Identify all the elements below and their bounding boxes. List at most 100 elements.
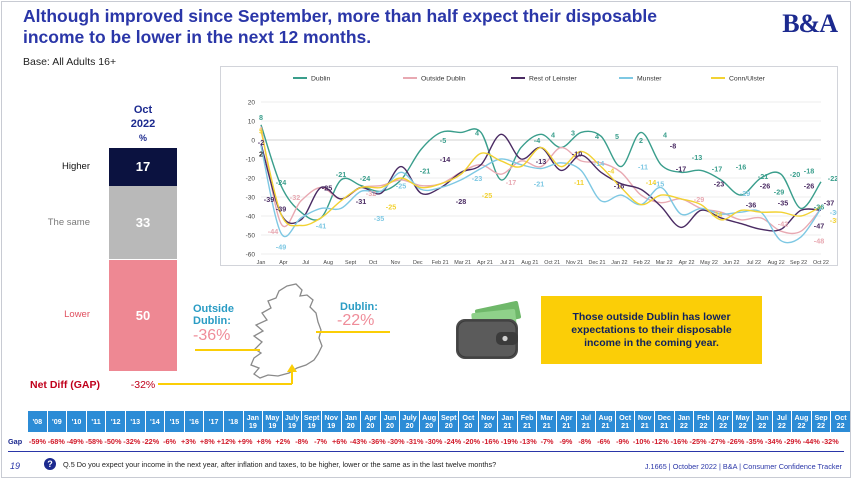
gap-value-14: -8%: [295, 437, 309, 446]
gap-value-11: +9%: [237, 437, 253, 446]
data-label-27: -4: [534, 136, 540, 145]
timeline-period-27: Apr 21: [557, 411, 576, 432]
gap-value-20: -31%: [406, 437, 424, 446]
stack-segment-2: 50: [109, 259, 177, 371]
x-tick-label-2: Jul: [302, 260, 309, 265]
x-tick-label-15: Dec 21: [588, 260, 605, 265]
timeline-period-30: Oct 21: [615, 411, 635, 432]
gap-value-40: -29%: [783, 437, 801, 446]
gap-value-0: -59%: [28, 437, 46, 446]
data-label-8: -49: [276, 242, 286, 251]
stack-row-label-0: Higher: [62, 160, 90, 172]
timeline-period-29: Aug 21: [596, 411, 615, 432]
question-icon: ?: [44, 458, 56, 470]
data-label-6: -39: [276, 204, 286, 213]
data-label-47: -17: [712, 165, 722, 174]
gap-value-42: -32%: [821, 437, 839, 446]
x-tick-label-5: Oct: [369, 260, 378, 265]
data-label-68: -35: [830, 216, 837, 225]
data-label-48: -16: [736, 163, 746, 172]
data-label-24: -23: [472, 174, 482, 183]
data-label-67: -36: [830, 208, 837, 217]
gap-value-34: -16%: [670, 437, 688, 446]
data-label-61: -26: [804, 182, 814, 191]
timeline-period-19: July 20: [400, 411, 419, 432]
gap-value-26: -13%: [519, 437, 537, 446]
timeline-period-23: Nov 20: [478, 411, 498, 432]
y-tick-label-1: 10: [248, 119, 256, 126]
timeline-period-22: Oct 20: [459, 411, 478, 432]
timeline-period-8: '16: [184, 411, 204, 432]
gap-value-10: +12%: [216, 437, 236, 446]
timeline-period-17: Apr 20: [361, 411, 380, 432]
outside-dublin-value: -36%: [193, 327, 231, 344]
data-label-29: -21: [534, 180, 544, 189]
timeline-period-12: May 19: [263, 411, 282, 432]
gap-value-24: -16%: [481, 437, 499, 446]
timeline-period-36: May 22: [733, 411, 752, 432]
legend-label-3: Munster: [637, 76, 662, 83]
x-tick-label-17: Feb 22: [633, 260, 650, 265]
x-tick-label-25: Oct 22: [813, 260, 829, 265]
data-label-20: -5: [440, 136, 446, 145]
stack-segment-0: 17: [109, 148, 177, 186]
data-label-11: -21: [336, 170, 346, 179]
x-tick-label-18: Mar 22: [656, 260, 673, 265]
timeline-period-15: Nov 19: [321, 411, 341, 432]
x-tick-label-22: Jul 22: [747, 260, 761, 265]
timeline-period-40: Sep 22: [811, 411, 831, 432]
x-tick-label-21: Jun 22: [723, 260, 739, 265]
stack-header: Oct 2022 %: [112, 103, 174, 145]
gap-value-15: -7%: [314, 437, 328, 446]
data-label-43: -15: [654, 180, 664, 189]
data-label-58: -42: [778, 220, 788, 229]
data-label-64: -48: [814, 237, 824, 246]
question-text: Q.5 Do you expect your income in the nex…: [63, 460, 497, 469]
data-label-25: -25: [482, 191, 492, 200]
gap-value-4: -50%: [104, 437, 122, 446]
gap-value-5: -32%: [123, 437, 141, 446]
gap-value-21: -30%: [425, 437, 443, 446]
legend-label-4: Conn/Ulster: [729, 76, 766, 83]
gap-value-16: +6%: [332, 437, 347, 446]
stack-row-label-2: Lower: [64, 309, 90, 321]
data-label-19: -21: [420, 166, 430, 175]
data-label-55: -26: [760, 182, 770, 191]
data-label-36: 5: [615, 132, 619, 141]
series-line-4: [260, 130, 822, 227]
gap-value-17: -43%: [349, 437, 367, 446]
timeline-period-38: Jul 22: [772, 411, 792, 432]
data-label-12: -25: [322, 184, 332, 193]
x-tick-label-20: May 22: [700, 260, 718, 265]
data-label-31: 3: [571, 128, 575, 137]
timeline-period-37: Jun 22: [752, 411, 772, 432]
data-label-2: -2: [258, 138, 264, 147]
timeline-period-11: Jan 19: [243, 411, 263, 432]
stack-header-unit: %: [138, 133, 147, 143]
data-label-5: -24: [276, 178, 286, 187]
y-tick-label-5: -30: [246, 195, 256, 202]
timeline-period-4: '12: [106, 411, 125, 432]
gap-arrow-head: [287, 364, 297, 372]
gap-value-7: -6%: [163, 437, 177, 446]
stack-header-month: Oct: [133, 104, 153, 116]
data-label-13: -24: [360, 174, 370, 183]
data-label-40: -11: [638, 163, 648, 172]
data-label-37: -4: [608, 166, 614, 175]
timeline-period-24: Jan 21: [498, 411, 517, 432]
gap-value-2: -49%: [66, 437, 84, 446]
stack-row-label-1: The same: [47, 216, 90, 228]
gap-value-29: -8%: [578, 437, 592, 446]
data-label-16: -35: [374, 214, 384, 223]
y-tick-label-7: -50: [246, 233, 256, 240]
data-label-59: -20: [790, 170, 800, 179]
ba-logo: B&A: [782, 9, 838, 38]
data-label-57: -35: [778, 199, 788, 208]
timeline-period-35: Apr 22: [713, 411, 733, 432]
timeline-period-32: Dec 21: [655, 411, 674, 432]
x-tick-label-4: Sept: [345, 260, 357, 265]
data-label-51: -34: [712, 210, 722, 219]
x-tick-label-16: Jan 22: [611, 260, 627, 265]
